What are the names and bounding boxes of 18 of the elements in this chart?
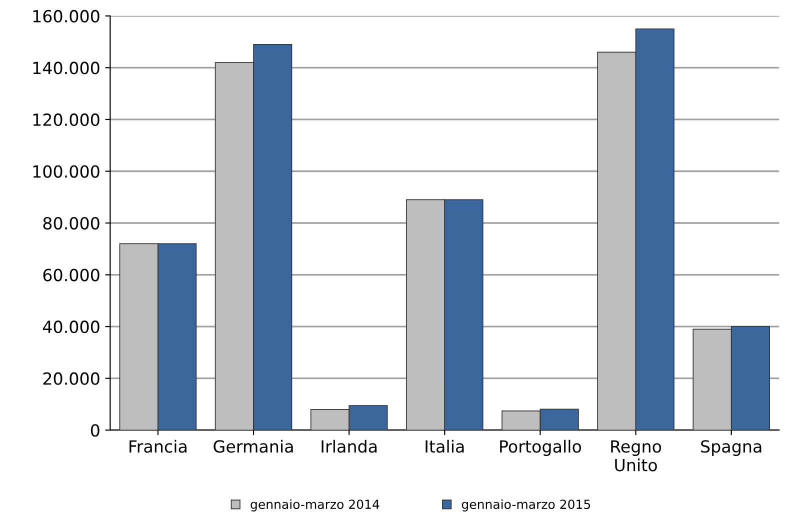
x-tick-label: Portogallo — [500, 440, 582, 456]
y-tick-label: 140.000 — [33, 62, 100, 74]
y-tick-label: 20.000 — [43, 372, 100, 385]
x-tick-label: Regno Unito — [611, 440, 662, 472]
x-tick-label: Spagna — [701, 440, 762, 456]
x-tick-label: Germania — [214, 440, 293, 453]
x-tick-label: Irlanda — [322, 440, 377, 453]
y-tick-label: 100.000 — [33, 165, 100, 178]
x-tick-label: Italia — [426, 440, 464, 453]
y-tick-label: 0 — [90, 424, 100, 437]
legend-label: gennaio-marzo 2015 — [462, 499, 590, 512]
legend-label: gennaio-marzo 2014 — [250, 499, 380, 512]
y-tick-label: 80.000 — [43, 216, 100, 230]
y-tick-label: 120.000 — [33, 113, 100, 126]
x-tick-label: Francia — [130, 440, 186, 453]
y-tick-label: 40.000 — [42, 320, 100, 334]
y-tick-label: 60.000 — [43, 268, 100, 282]
y-tick-label: 160.000 — [33, 10, 100, 22]
